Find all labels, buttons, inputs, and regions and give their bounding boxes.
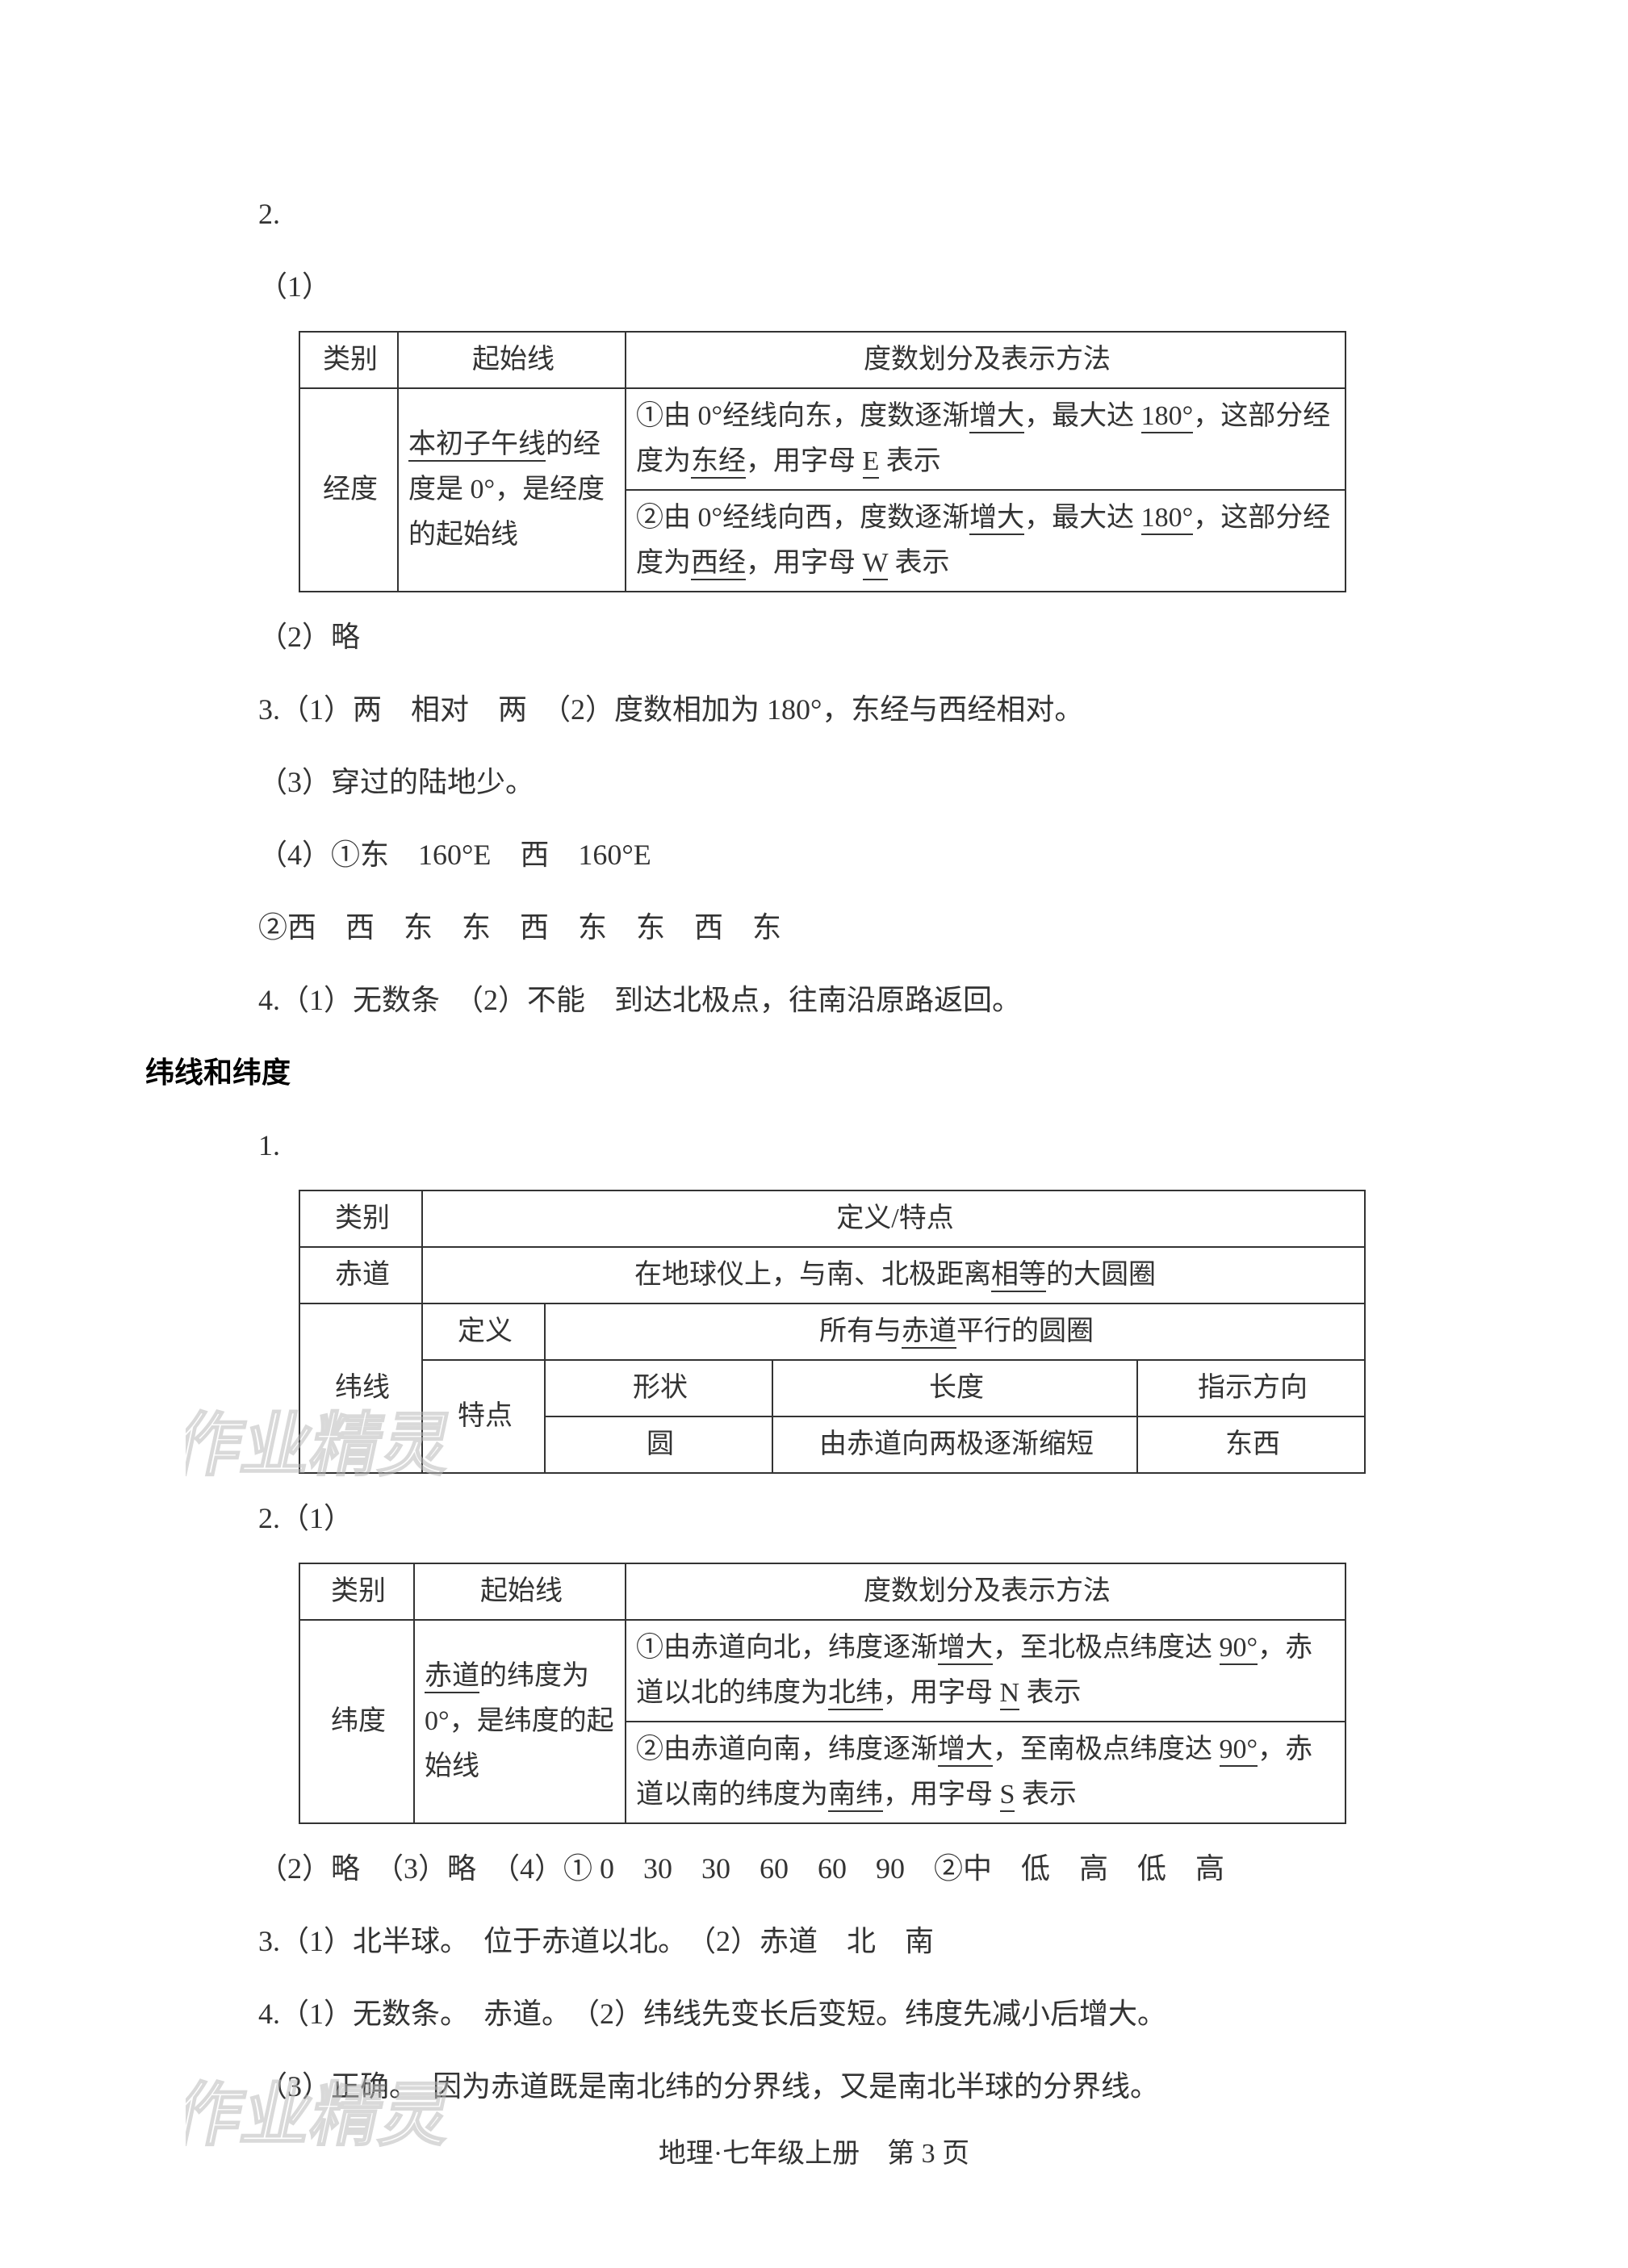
table-row: 类别 起始线 度数划分及表示方法 [299,1563,1346,1620]
table-cell: ②由赤道向南，纬度逐渐增大，至南极点纬度达 90°，赤道以南的纬度为南纬，用字母… [626,1722,1346,1823]
table-cell: ②由 0°经线向西，度数逐渐增大，最大达 180°，这部分经度为西经，用字母 W… [626,490,1346,592]
table-header-cell: 度数划分及表示方法 [626,1563,1346,1620]
table-longitude: 类别 起始线 度数划分及表示方法 经度 本初子午线的经度是 0°，是经度的起始线… [299,331,1421,592]
text-line: （4）①东 160°E 西 160°E [258,818,1421,891]
text-line: （2）略 [258,600,1421,673]
text-line: 3.（1）两 相对 两 （2）度数相加为 180°，东经与西经相对。 [258,673,1421,746]
table-cell: 形状 [545,1360,772,1416]
table-cell: 纬线 [299,1303,422,1473]
table-cell: 长度 [772,1360,1137,1416]
table-cell: 圆 [545,1416,772,1473]
table-header-cell: 起始线 [398,332,626,388]
table-cell: 在地球仪上，与南、北极距离相等的大圆圈 [422,1247,1365,1303]
table-cell: 经度 [299,388,398,592]
table-cell: ①由赤道向北，纬度逐渐增大，至北极点纬度达 90°，赤道以北的纬度为北纬，用字母… [626,1620,1346,1722]
table-row: 纬度 赤道的纬度为 0°，是纬度的起始线 ①由赤道向北，纬度逐渐增大，至北极点纬… [299,1620,1346,1722]
text-line: 2. [258,178,1421,250]
table-cell: ①由 0°经线向东，度数逐渐增大，最大达 180°，这部分经度为东经，用字母 E… [626,388,1346,490]
table-cell: 东西 [1137,1416,1365,1473]
table-cell: 指示方向 [1137,1360,1365,1416]
page-footer: 地理·七年级上册 第 3 页 [0,2131,1628,2170]
text-line: （2）略 （3）略 （4）① 0 30 30 60 60 90 ②中 低 高 低… [258,1832,1421,1905]
text-line: 1. [258,1109,1421,1182]
table-row: 类别 起始线 度数划分及表示方法 [299,332,1346,388]
table-cell: 赤道的纬度为 0°，是纬度的起始线 [414,1620,626,1823]
page-container: 2. （1） 类别 起始线 度数划分及表示方法 经度 本初子午线的经度是 0°，… [210,178,1421,2123]
table-cell: 纬度 [299,1620,414,1823]
text-line: 2.（1） [258,1482,1421,1555]
text-line: （3）穿过的陆地少。 [258,746,1421,818]
text-line: （3）正确。 因为赤道既是南北纬的分界线，又是南北半球的分界线。 [258,2050,1421,2123]
table-cell: 所有与赤道平行的圆圈 [545,1303,1365,1360]
text-line: 4.（1）无数条 （2）不能 到达北极点，往南沿原路返回。 [258,964,1421,1036]
table-header-cell: 度数划分及表示方法 [626,332,1346,388]
section-heading: 纬线和纬度 [145,1036,1421,1109]
table-row: 类别 定义/特点 [299,1190,1365,1247]
table-latitude-degree: 类别 起始线 度数划分及表示方法 纬度 赤道的纬度为 0°，是纬度的起始线 ①由… [299,1563,1421,1824]
table-header-cell: 定义/特点 [422,1190,1365,1247]
table-row: 特点 形状 长度 指示方向 [299,1360,1365,1416]
text-line: ②西 西 东 东 西 东 东 西 东 [258,891,1421,964]
table-header-cell: 起始线 [414,1563,626,1620]
text-line: （1） [258,250,1421,323]
table-row: 赤道 在地球仪上，与南、北极距离相等的大圆圈 [299,1247,1365,1303]
text-line: 3.（1）北半球。 位于赤道以北。 （2）赤道 北 南 [258,1905,1421,1977]
table-header-cell: 类别 [299,1190,422,1247]
table-row: 经度 本初子午线的经度是 0°，是经度的起始线 ①由 0°经线向东，度数逐渐增大… [299,388,1346,490]
table-latitude-def: 类别 定义/特点 赤道 在地球仪上，与南、北极距离相等的大圆圈 纬线 定义 所有… [299,1190,1421,1474]
table-cell: 赤道 [299,1247,422,1303]
table-row: 纬线 定义 所有与赤道平行的圆圈 [299,1303,1365,1360]
table-cell: 定义 [422,1303,545,1360]
table-header-cell: 类别 [299,1563,414,1620]
table-cell: 特点 [422,1360,545,1473]
table-cell: 本初子午线的经度是 0°，是经度的起始线 [398,388,626,592]
text-line: 4.（1）无数条。 赤道。 （2）纬线先变长后变短。纬度先减小后增大。 [258,1977,1421,2050]
table-cell: 由赤道向两极逐渐缩短 [772,1416,1137,1473]
table-header-cell: 类别 [299,332,398,388]
